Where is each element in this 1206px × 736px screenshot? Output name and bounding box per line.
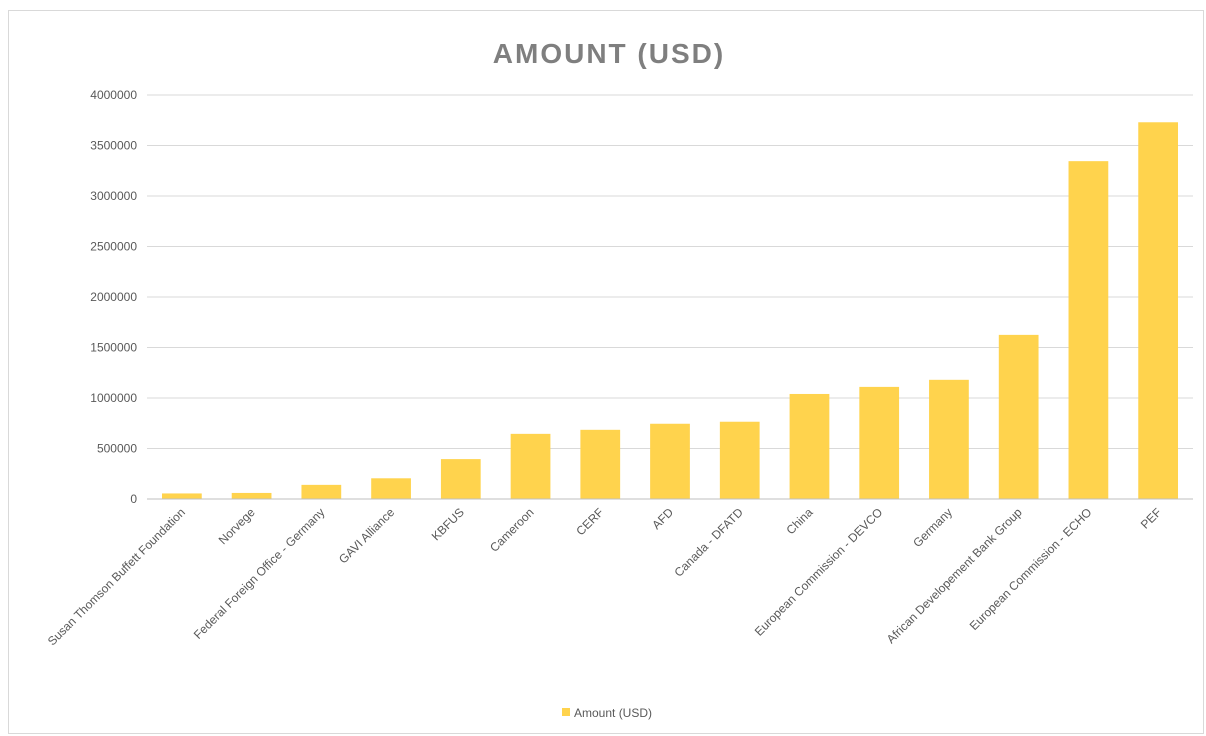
x-tick-label: European Commission - DEVCO xyxy=(752,505,885,638)
x-tick-label: Canada - DFATD xyxy=(671,505,746,580)
y-tick-label: 1000000 xyxy=(90,391,137,405)
bars xyxy=(161,122,1179,500)
gridlines xyxy=(147,94,1193,449)
bar xyxy=(1138,122,1179,500)
bar xyxy=(789,393,830,499)
x-tick-label: CERF xyxy=(573,505,606,538)
x-axis-labels: Susan Thomson Buffett Foundation NorvegeF… xyxy=(45,505,1164,648)
bar xyxy=(719,421,760,499)
x-tick-label: PEF xyxy=(1138,505,1164,531)
x-tick-label: Germany xyxy=(910,505,955,550)
x-tick-label: AFD xyxy=(649,505,676,532)
bar xyxy=(1068,161,1109,499)
y-tick-label: 4000000 xyxy=(90,88,137,102)
legend-label: Amount (USD) xyxy=(574,706,652,720)
chart-frame: AMOUNT (USD) 0 500000 1000000 1500000 200000… xyxy=(8,10,1204,734)
x-tick-label: Cameroon xyxy=(487,505,537,555)
x-tick-label: GAVI Alliance xyxy=(336,505,397,566)
y-tick-label: 0 xyxy=(130,492,137,506)
x-tick-label: African Developement Bank Group xyxy=(884,505,1025,646)
legend: Amount (USD) xyxy=(562,706,652,720)
x-tick-label: KBFUS xyxy=(429,505,467,543)
x-tick-label: China xyxy=(784,505,816,537)
x-tick-label: European Commission - ECHO xyxy=(967,505,1095,633)
bar xyxy=(580,429,621,499)
x-tick-label: Federal Foreign Office - Germany xyxy=(191,505,328,642)
chart-title: AMOUNT (USD) xyxy=(493,38,725,69)
legend-swatch xyxy=(562,708,570,716)
y-axis-ticks: 0 500000 1000000 1500000 2000000 2500000 30000… xyxy=(90,88,137,506)
y-tick-label: 1500000 xyxy=(90,341,137,355)
bar xyxy=(161,493,202,499)
y-tick-label: 500000 xyxy=(97,442,137,456)
bar xyxy=(440,459,481,499)
y-tick-label: 3000000 xyxy=(90,189,137,203)
y-tick-label: 2500000 xyxy=(90,240,137,254)
y-tick-label: 3500000 xyxy=(90,139,137,153)
bar xyxy=(231,492,272,499)
bar xyxy=(929,379,969,499)
bar xyxy=(301,484,342,499)
x-tick-label: Norvege xyxy=(216,505,258,547)
bar xyxy=(510,433,551,499)
bar xyxy=(998,334,1039,499)
bar xyxy=(371,478,411,499)
bar-chart: AMOUNT (USD) 0 500000 1000000 1500000 200000… xyxy=(45,38,1193,720)
y-tick-label: 2000000 xyxy=(90,290,137,304)
bar xyxy=(650,423,690,499)
x-tick-label: Susan Thomson Buffett Foundation xyxy=(45,505,188,648)
bar xyxy=(859,386,900,499)
